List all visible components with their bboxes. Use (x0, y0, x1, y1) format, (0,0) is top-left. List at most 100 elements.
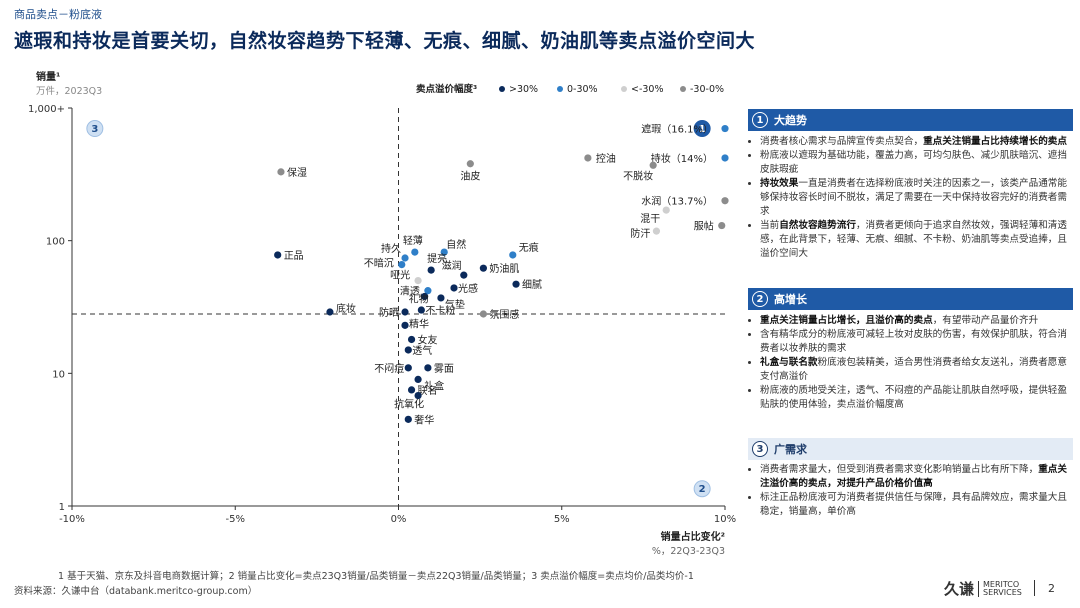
panel-number-1: 1 (752, 112, 768, 128)
x-tick-label: 0% (391, 514, 407, 525)
data-point (417, 306, 425, 314)
company-logo: 久谦 MERITCO SERVICES (944, 578, 1022, 599)
data-label: 光感 (458, 282, 478, 295)
data-label: 奢华 (414, 413, 434, 426)
data-label: 遮瑕（16.1%） (641, 123, 713, 136)
bullet-emphasis: 重点关注溢价高的卖点，对提升产品价格价值高 (760, 464, 1067, 489)
data-point (414, 391, 422, 400)
panel-body-1: 消费者核心需求与品牌宣传卖点契合，重点关注销量占比持续增长的卖点粉底液以遮瑕为基… (748, 135, 1073, 261)
data-point (479, 264, 487, 272)
panel-bullet: 含有精华成分的粉底液可减轻上妆对皮肤的伤害，有效保护肌肤，符合消费者以妆养肤的需… (760, 328, 1073, 356)
page-title: 遮瑕和持妆是首要关切，自然妆容趋势下轻薄、无痕、细腻、奶油肌等卖点溢价空间大 (14, 30, 756, 52)
data-label: 不脱妆 (623, 169, 653, 182)
data-label: 抗氧化 (394, 398, 424, 411)
data-point (721, 154, 729, 162)
data-label: 哑光 (390, 269, 410, 282)
panel-bullet: 当前自然妆容趋势流行，消费者更倾向于追求自然妆效，强调轻薄和清透感，在此背景下，… (760, 219, 1073, 261)
page-separator (1034, 580, 1035, 596)
legend-marker (621, 86, 627, 92)
data-label: 保湿 (287, 166, 307, 179)
logo-en-line2: SERVICES (983, 587, 1022, 597)
bullet-text: 一直是消费者在选择粉底液时关注的因素之一，该类产品通常能够保持妆容长时间不脱妆，… (760, 178, 1067, 217)
panel-head-1: 1 大趋势 (748, 109, 1073, 131)
data-label: 防汗 (630, 227, 650, 240)
data-label: 氛围感 (489, 308, 519, 321)
data-label: 服帖 (694, 220, 714, 233)
data-point (401, 254, 409, 262)
legend-label: -30-0% (690, 84, 724, 95)
data-label: 细腻 (522, 278, 542, 291)
legend-label: 0-30% (567, 84, 598, 95)
quadrant-badge-number: 3 (91, 124, 98, 135)
x-tick-label: 10% (714, 514, 736, 525)
data-point (479, 310, 487, 318)
panel-bullet: 消费者需求量大，但受到消费者需求变化影响销量占比有所下降，重点关注溢价高的卖点，… (760, 463, 1073, 491)
data-label: 不闷痘 (374, 362, 404, 375)
bullet-text: 当前 (760, 220, 780, 231)
bullet-text: 粉底液包装精美，适合男性消费者给女友送礼，消费者愿意支付高溢价 (760, 357, 1067, 382)
footnote: 1 基于天猫、京东及抖音电商数据计算；2 销量占比变化=卖点23Q3销量/品类销… (58, 571, 694, 582)
data-label: 礼盒 (424, 379, 444, 392)
data-point (460, 271, 468, 279)
panel-bullet: 标注正品粉底液可为消费者提供信任与保障，具有品牌效应，需求量大且稳定，销量高，单… (760, 491, 1073, 519)
data-point (427, 266, 435, 274)
panel-list-3: 消费者需求量大，但受到消费者需求变化影响销量占比有所下降，重点关注溢价高的卖点，… (748, 463, 1073, 519)
quadrant-badge-number: 1 (699, 124, 706, 135)
y-tick-label: 10 (52, 369, 65, 380)
quadrant-badge (86, 120, 104, 138)
x-axis-title: 销量占比变化² (661, 530, 725, 543)
data-point (649, 161, 657, 169)
data-point (407, 335, 416, 344)
source-note: 资料来源：久谦中台（databank.meritco-group.com） (14, 586, 258, 597)
legend-marker (680, 86, 686, 92)
data-point (401, 308, 409, 316)
data-label: 不暗沉 (364, 257, 394, 270)
quadrant-badge (693, 480, 711, 498)
data-point (509, 251, 517, 259)
page-number: 2 (1048, 582, 1055, 595)
bullet-emphasis: 礼盒与联名款 (760, 357, 818, 368)
data-label: 奶油肌 (489, 262, 519, 275)
panel-list-2: 重点关注销量占比增长，且溢价高的卖点，有望带动产品量价齐升含有精华成分的粉底液可… (748, 314, 1073, 412)
panel-bullet: 消费者核心需求与品牌宣传卖点契合，重点关注销量占比持续增长的卖点 (760, 135, 1073, 149)
bullet-text: 粉底液的质地受关注，透气、不闷痘的产品能让肌肤自然呼吸，提供轻盈贴肤的使用体验，… (760, 385, 1067, 410)
data-label: 提亮 (427, 252, 447, 265)
bullet-text: ，有望带动产品量价齐升 (932, 315, 1039, 326)
y-tick-label: 1,000+ (28, 104, 65, 115)
data-label: 自然 (446, 238, 466, 251)
data-point (404, 346, 412, 354)
panel-bullet: 粉底液的质地受关注，透气、不闷痘的产品能让肌肤自然呼吸，提供轻盈贴肤的使用体验，… (760, 384, 1073, 412)
panel-body-3: 消费者需求量大，但受到消费者需求变化影响销量占比有所下降，重点关注溢价高的卖点，… (748, 463, 1073, 519)
data-point (424, 287, 432, 295)
bullet-emphasis: 自然妆容趋势流行 (779, 220, 856, 231)
panel-bullet: 礼盒与联名款粉底液包装精美，适合男性消费者给女友送礼，消费者愿意支付高溢价 (760, 356, 1073, 384)
data-point (411, 248, 419, 256)
data-label: 正品 (284, 250, 304, 262)
bullet-emphasis: 持妆效果 (760, 178, 799, 189)
y-axis-unit: 万件，2023Q3 (36, 85, 102, 97)
data-label: 持久 (381, 242, 401, 255)
data-label: 透气 (412, 344, 432, 357)
data-point (466, 160, 474, 168)
data-label: 混干 (640, 213, 660, 225)
panel-title-1: 大趋势 (774, 114, 807, 127)
x-tick-label: -5% (226, 514, 245, 525)
data-point (718, 221, 726, 230)
bullet-text: 消费者核心需求与品牌宣传卖点契合， (760, 136, 924, 147)
logo-en: MERITCO SERVICES (978, 580, 1022, 597)
bullet-text: 消费者需求量大，但受到消费者需求变化影响销量占比有所下降， (760, 464, 1039, 475)
panel-head-3: 3 广需求 (748, 438, 1073, 460)
data-point (414, 375, 422, 384)
data-label: 礼物 (409, 292, 429, 305)
data-point (414, 277, 422, 285)
logo-cn: 久谦 (944, 580, 975, 598)
data-label: 无痕 (519, 241, 539, 254)
data-point (512, 280, 520, 288)
breadcrumb: 商品卖点－粉底液 (14, 8, 102, 21)
data-label: 联名 (418, 384, 438, 397)
data-label: 轻薄 (403, 234, 423, 247)
data-point (437, 294, 445, 302)
data-label: 精华 (409, 317, 429, 330)
data-label: 持妆（14%） (651, 152, 713, 165)
data-label: 女友 (418, 333, 438, 346)
